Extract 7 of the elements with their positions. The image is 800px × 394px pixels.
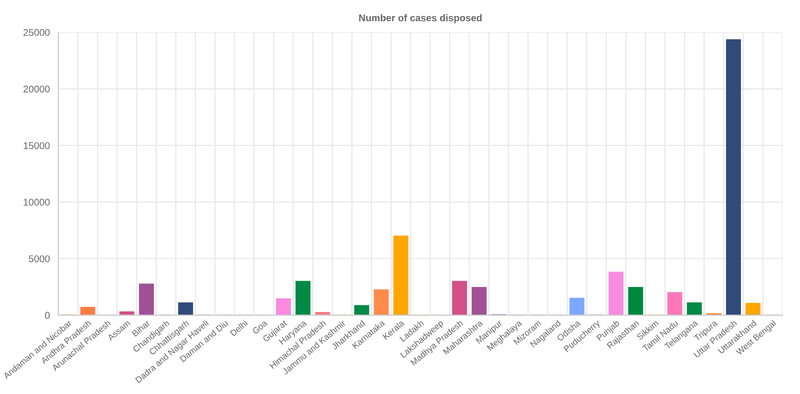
y-tick-label: 20000 [24, 86, 50, 93]
y-tick-label: 25000 [24, 29, 50, 36]
y-tick-label: 10000 [24, 198, 50, 206]
y-tick-label: 0 [45, 312, 50, 319]
y-tick-label: 5000 [28, 255, 50, 262]
y-tick-label: 15000 [24, 142, 50, 150]
chart-title: Number of cases disposed [359, 14, 482, 24]
